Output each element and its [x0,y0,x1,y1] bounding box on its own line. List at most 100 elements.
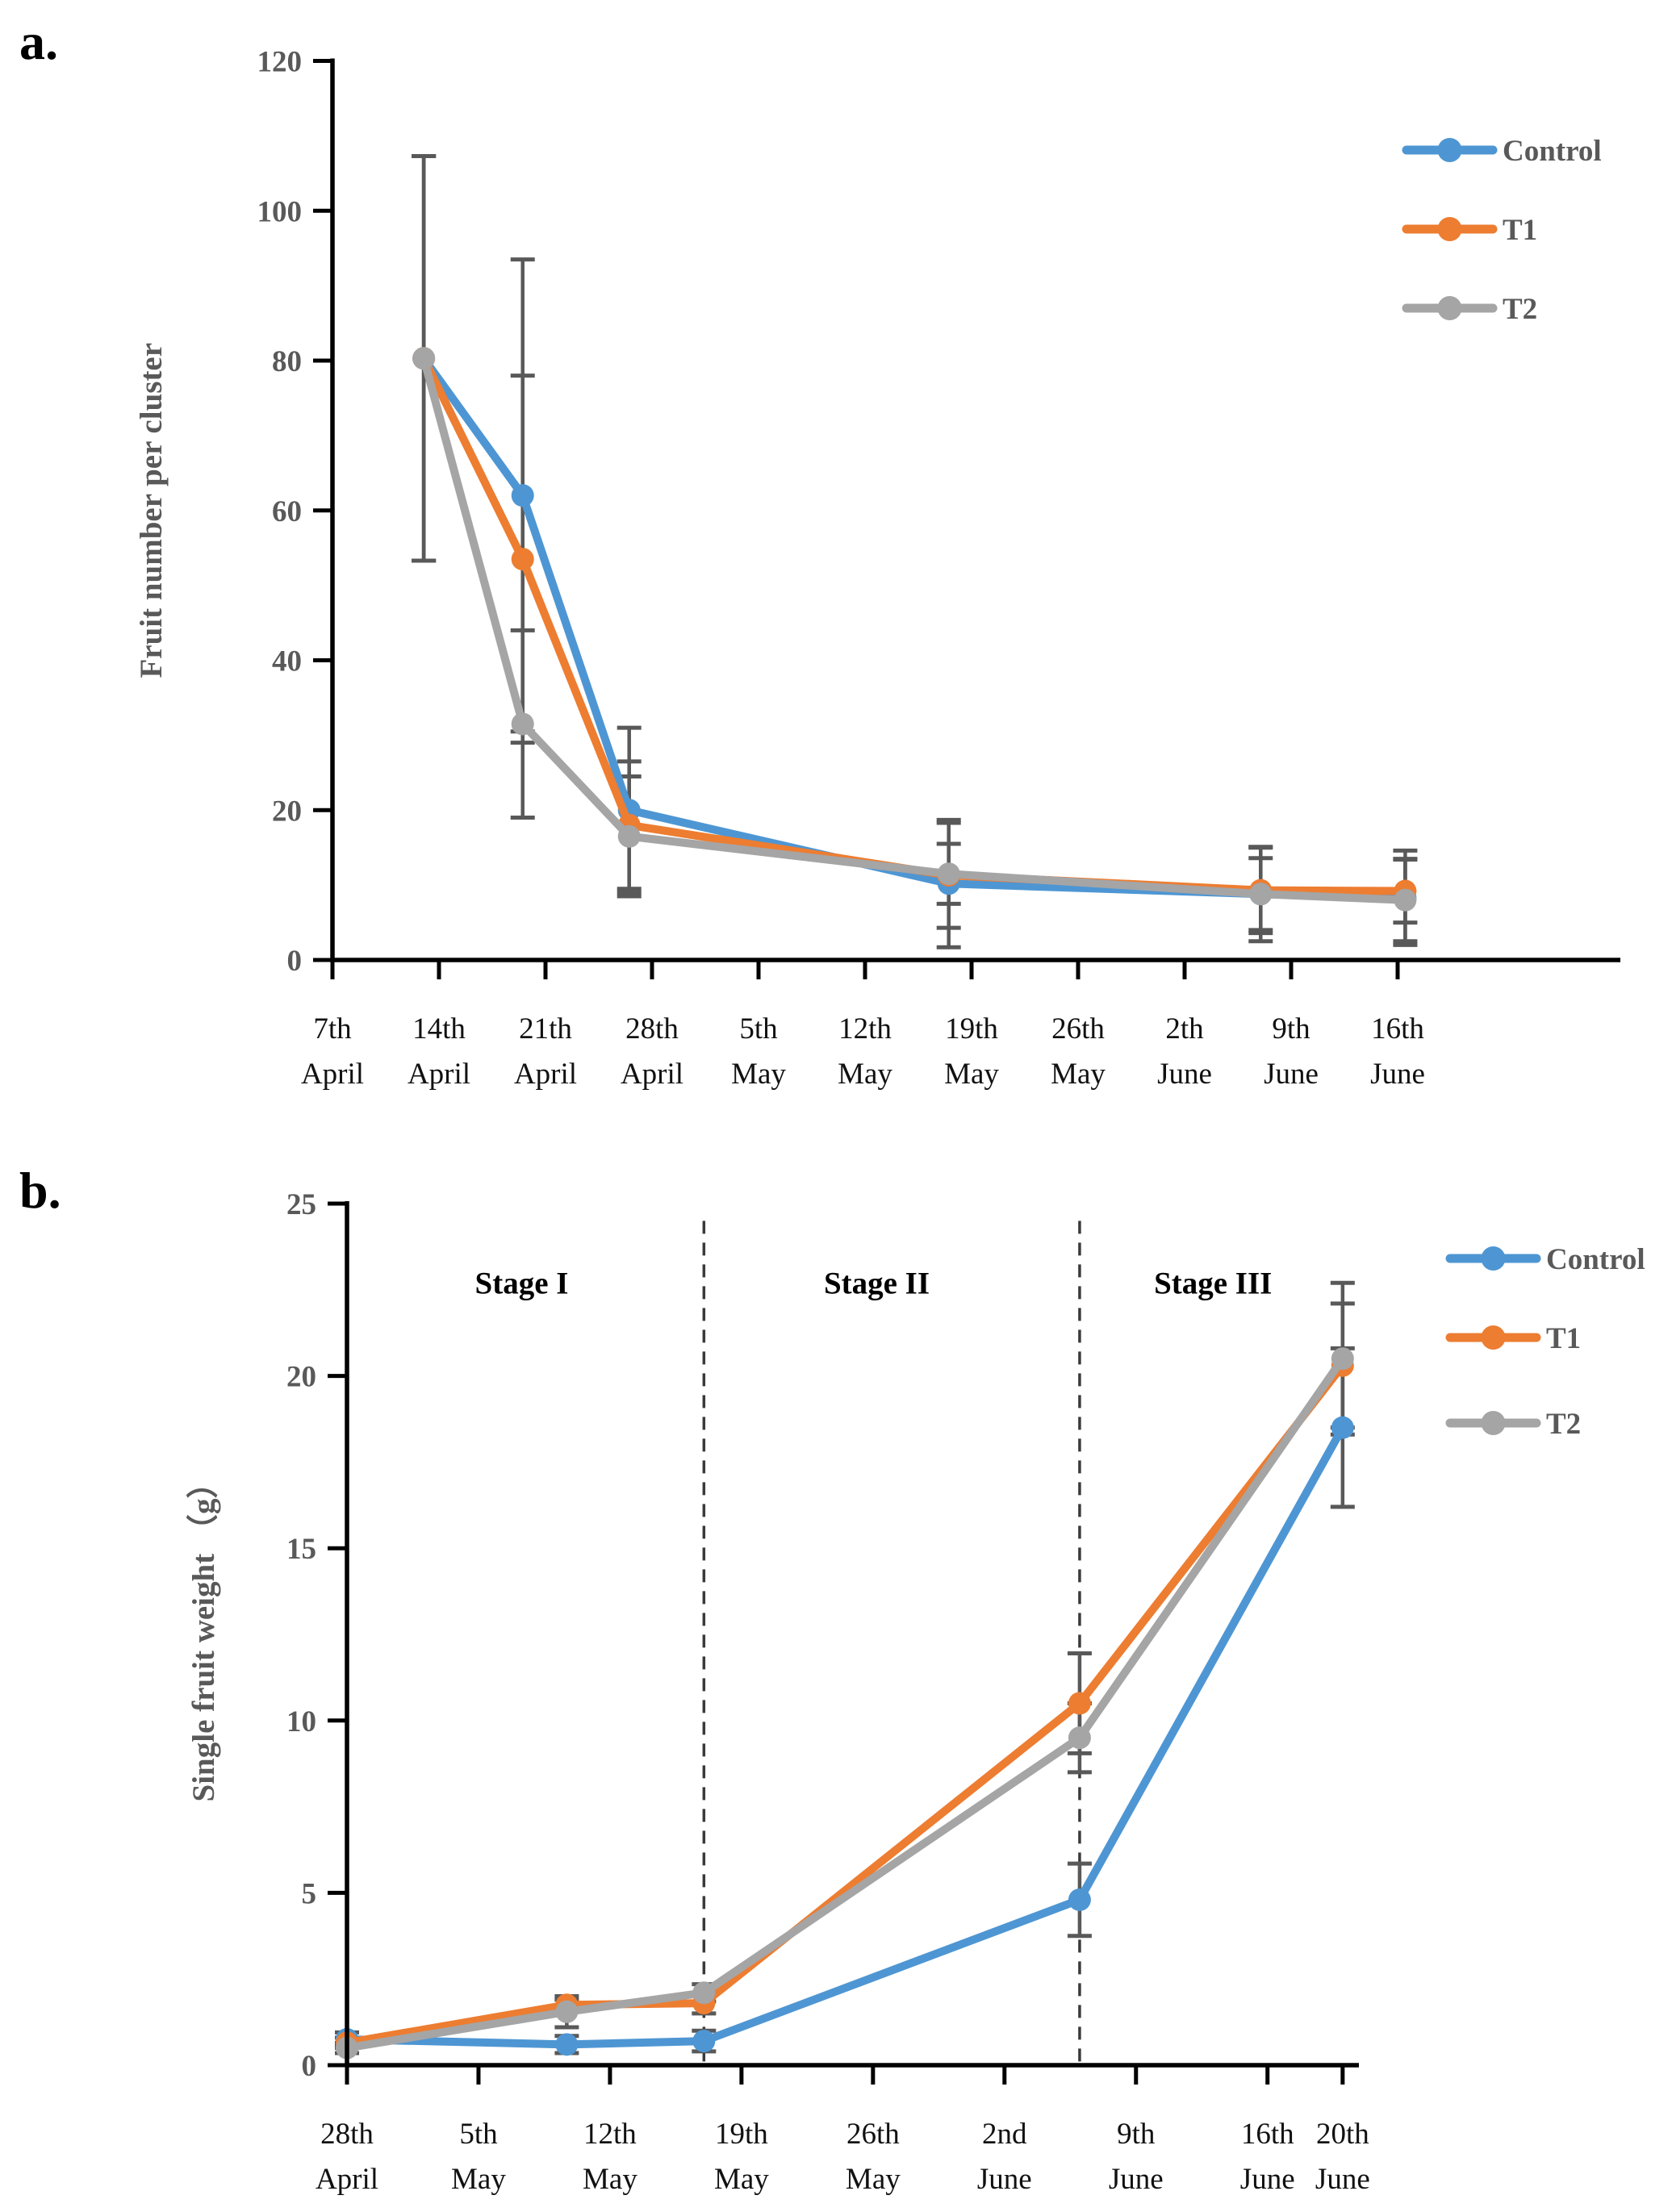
stage-label-2: Stage II [824,1266,930,1300]
x-tick-label-day: 2nd [982,2118,1027,2151]
y-tick-label: 60 [272,495,302,528]
data-point-t2 [937,862,960,886]
axes: 0 20 40 60 80 100 120 7th April 14th April 21th Apri… [257,46,1620,1091]
x-tick-label-day: 21th [519,1012,572,1045]
legend-swatch-marker [1437,296,1462,320]
data-point-t2 [412,347,436,370]
x-tick-label-month: June [1157,1058,1212,1091]
series-t2 [336,1347,1354,2060]
x-tick-label-month: May [944,1058,999,1091]
legend-swatch-marker [1437,217,1462,241]
data-point-t1 [1068,1692,1091,1715]
x-tick-label-day: 26th [846,2118,900,2151]
stage-label-3: Stage III [1154,1266,1272,1300]
y-tick-label: 15 [286,1533,316,1566]
series-line-t1 [343,1361,1347,2047]
data-point-control [555,2033,579,2056]
x-tick-label-month: April [621,1058,683,1091]
x-tick-label-day: 16th [1371,1012,1424,1045]
data-point-t2 [555,2000,579,2023]
x-tick-label-day: 19th [715,2118,768,2151]
stage-label-1: Stage I [475,1266,569,1300]
y-tick-label: 120 [257,46,303,79]
x-tick-label-month: June [1370,1058,1425,1091]
x-tick-label-month: June [1315,2163,1370,2196]
legend-label: Control [1503,135,1602,168]
x-tick-label-day: 28th [625,1012,679,1045]
data-point-t2 [511,712,534,736]
series-line-t2 [420,354,1410,904]
x-tick-label-month: May [731,1058,786,1091]
x-tick-label-day: 7th [313,1012,352,1045]
y-axis-title: Single fruit weight （g） [186,1467,221,1802]
series-t2 [412,347,1417,912]
x-tick-label-day: 28th [320,2118,374,2151]
axis-lines [345,1201,1359,2068]
x-tick-label-day: 19th [945,1012,998,1045]
data-point-control [1068,1888,1091,1911]
data-point-t2 [1331,1347,1354,1371]
x-tick-label-month: June [1109,2163,1164,2196]
legend-label: T2 [1503,293,1537,326]
x-tick-label-day: 20th [1316,2118,1369,2151]
error-bars [412,153,1418,949]
panel-b: Stage I Stage II Stage III 0 5 10 15 20 25 28th Ap… [186,1188,1645,2196]
x-tick-label-month: June [1264,1058,1319,1091]
data-point-t2 [617,824,641,848]
series-t1 [336,1354,1354,2055]
data-point-t2 [692,1981,716,2005]
legend: Control T1 T2 [1402,135,1602,326]
legend: Control T1 T2 [1445,1243,1645,1441]
x-tick-label-month: May [451,2163,506,2196]
data-point-t2 [1394,888,1417,912]
error-bars [335,1280,1355,2055]
x-tick-label-month: May [714,2163,769,2196]
legend-label: Control [1546,1243,1645,1276]
x-tick-label-day: 5th [739,1012,778,1045]
y-tick-label: 10 [286,1705,316,1738]
axes: 0 5 10 15 20 25 28th April 5th May 12th May 19th May 2… [286,1188,1370,2196]
legend-label: T1 [1503,214,1537,247]
y-tick-label: 0 [302,2050,317,2083]
x-tick-label-day: 12th [838,1012,892,1045]
y-tick-label: 20 [286,1361,316,1394]
legend-label: T1 [1546,1322,1581,1355]
data-point-control [511,484,534,507]
x-tick-label-month: May [846,2163,901,2196]
x-tick-label-day: 26th [1051,1012,1105,1045]
series-line-control [420,354,1410,902]
x-tick-label-day: 5th [459,2118,498,2151]
x-tick-label-month: June [977,2163,1032,2196]
x-tick-label-day: 9th [1272,1012,1310,1045]
data-point-control [1331,1416,1354,1439]
y-axis-title: Fruit number per cluster [134,343,169,678]
data-point-t1 [511,548,534,571]
x-tick-label-day: 2th [1165,1012,1204,1045]
panel-a: 0 20 40 60 80 100 120 7th April 14th April 21th Apri… [134,46,1620,1091]
x-tick-label-month: April [301,1058,364,1091]
y-tick-label: 5 [302,1877,317,1910]
series-control [336,1416,1354,2056]
x-tick-label-day: 16th [1241,2118,1294,2151]
legend-item-t2: T2 [1445,1408,1581,1441]
panel-b-letter: b. [19,1162,61,1219]
legend-swatch-marker [1481,1246,1506,1271]
data-point-control [692,2030,716,2053]
legend-item-control: Control [1402,135,1602,168]
y-tick-label: 0 [287,945,303,978]
x-tick-label-month: April [514,1058,577,1091]
y-tick-label: 40 [272,645,302,678]
legend-item-control: Control [1445,1243,1645,1276]
panel-a-letter: a. [19,13,58,70]
y-tick-label: 80 [272,345,302,378]
series-line-t1 [420,354,1410,895]
x-tick-label-month: May [1051,1058,1106,1091]
x-tick-label-month: May [838,1058,892,1091]
data-point-t2 [1068,1726,1091,1750]
x-tick-label-month: April [408,1058,470,1091]
legend-label: T2 [1546,1408,1581,1441]
legend-swatch-marker [1481,1411,1506,1435]
x-tick-label-day: 9th [1117,2118,1156,2151]
